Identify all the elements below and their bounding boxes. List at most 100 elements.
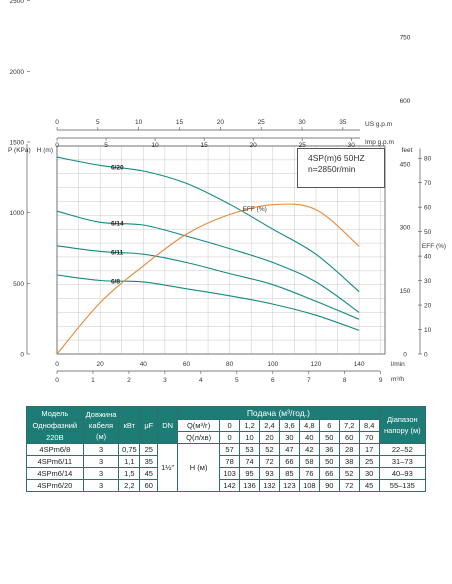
top-axis-tick-label: 10	[151, 142, 159, 149]
top-axis-tick-label: 30	[298, 119, 306, 126]
row-uf: 60	[139, 479, 159, 492]
x-tick-label: 0	[55, 361, 59, 368]
row-uf: 25	[139, 443, 159, 456]
feet-tick-label: 750	[400, 35, 411, 42]
head-cell: 93	[259, 467, 280, 480]
top-axis-tick-label: 15	[176, 119, 184, 126]
row-uf: 45	[139, 467, 159, 480]
top-axis-tick-label: 25	[258, 119, 266, 126]
m3h-tick-label: 0	[55, 377, 59, 384]
chart-series	[56, 156, 360, 355]
head-cell: 85	[278, 467, 300, 480]
table-row: 4SPm6/20 3 2,2 60 142 136 132 123 108 90…	[26, 479, 427, 492]
header-dn: DN	[157, 406, 179, 444]
top-axis-tick-label: 25	[299, 142, 307, 149]
q-m3-cell: 2,4	[259, 419, 280, 432]
pressure-axis-label: P (KPa)	[8, 147, 31, 154]
head-cell: 136	[239, 479, 260, 492]
q-lmin-cell: 10	[239, 431, 260, 444]
q-m3-cell: 3,6	[278, 419, 300, 432]
model-label: 4SP(m)6 50HZ	[308, 153, 365, 163]
header-flow: Подача (м³/год.)	[177, 406, 380, 420]
plot-frame	[56, 145, 386, 355]
table-row: 4SPm6/11 3 1,1 35 78 74 72 66 58 50 38 2…	[26, 455, 427, 468]
chart-info-box: 4SP(m)6 50HZ n=2850r/min	[297, 148, 385, 188]
series-label: 6/11	[111, 250, 124, 257]
row-kw: 1,1	[118, 455, 141, 468]
head-cell: 17	[358, 443, 380, 456]
q-lmin-cell: 40	[298, 431, 320, 444]
header-cable: Довжина кабеля (м)	[82, 406, 120, 444]
top-axis-label: US g.p.m	[365, 121, 392, 128]
feet-tick-label: 0	[403, 352, 407, 359]
series-label: 6/20	[111, 164, 124, 171]
q-m3-cell: 4,8	[298, 419, 320, 432]
header-single-phase: Однофазний	[26, 419, 84, 432]
head-cell: 53	[239, 443, 260, 456]
eff-tick-label: 70	[424, 180, 432, 187]
q-lmin-cell: 60	[338, 431, 360, 444]
row-range: 40–93	[378, 467, 427, 480]
head-cell: 38	[338, 455, 360, 468]
top-axis-tick-label: 15	[201, 142, 209, 149]
pressure-tick-label: 0	[20, 352, 24, 359]
x-tick-label: 20	[97, 361, 105, 368]
m3h-tick-label: 1	[91, 377, 95, 384]
eff-tick-label: 50	[424, 229, 432, 236]
table-row: 4SPm6/14 3 1,5 45 103 95 93 85 76 66 52 …	[26, 467, 427, 480]
row-uf: 35	[139, 455, 159, 468]
header-model: Модель	[26, 406, 84, 420]
x-tick-label: 40	[140, 361, 148, 368]
row-cable: 3	[82, 443, 120, 456]
series-label: 6/14	[111, 220, 124, 227]
head-axis-label: H (m)	[37, 147, 53, 154]
head-cell: 50	[318, 455, 340, 468]
x-tick-label: 60	[183, 361, 191, 368]
q-m3-cell: 0	[219, 419, 241, 432]
m3h-axis-label: m³/h	[391, 376, 404, 383]
m3h-tick-label: 9	[379, 377, 383, 384]
feet-tick-label: 450	[400, 161, 411, 168]
m3h-tick-label: 6	[271, 377, 275, 384]
x-tick-label: 80	[226, 361, 234, 368]
pressure-tick-label: 2000	[10, 69, 25, 76]
head-cell: 52	[259, 443, 280, 456]
q-m3-cell: 1,2	[239, 419, 260, 432]
m3h-tick-label: 8	[343, 377, 347, 384]
row-cable: 3	[82, 479, 120, 492]
header-uf: μF	[139, 406, 159, 444]
eff-tick-label: 40	[424, 254, 432, 261]
head-curve-6-11	[56, 245, 360, 320]
m3h-tick-label: 3	[163, 377, 167, 384]
head-cell: 28	[338, 443, 360, 456]
q-m3-cell: 8,4	[358, 419, 380, 432]
header-voltage: 220B	[26, 431, 84, 444]
head-cell: 95	[239, 467, 260, 480]
top-axis-tick-label: 0	[55, 142, 59, 149]
top-axis-tick-label: 35	[339, 119, 347, 126]
pressure-tick-label: 2500	[10, 0, 25, 5]
q-m3-cell: 7,2	[338, 419, 360, 432]
q-lmin-cell: 30	[278, 431, 300, 444]
m3h-tick-label: 4	[199, 377, 203, 384]
head-cell: 142	[219, 479, 241, 492]
top-axis-tick-label: 20	[217, 119, 225, 126]
row-range: 31–73	[378, 455, 427, 468]
top-axis-tick-label: 20	[250, 142, 258, 149]
top-axis-tick-label: 0	[55, 119, 59, 126]
head-cell: 132	[259, 479, 280, 492]
feet-tick-label: 600	[400, 98, 411, 105]
eff-tick-label: 30	[424, 278, 432, 285]
speed-label: n=2850r/min	[308, 164, 356, 174]
m3h-tick-label: 5	[235, 377, 239, 384]
header-kw: кВт	[118, 406, 141, 444]
head-curve-6-20	[56, 156, 360, 293]
eff-axis-label: EFF (%)	[422, 243, 446, 250]
head-label: Н (м)	[177, 443, 221, 492]
head-cell: 123	[278, 479, 300, 492]
header-range: Діапазон напору (м)	[378, 406, 427, 444]
x-tick-label: 120	[311, 361, 322, 368]
pressure-tick-label: 1500	[10, 139, 25, 146]
chart-axes	[26, 0, 422, 374]
